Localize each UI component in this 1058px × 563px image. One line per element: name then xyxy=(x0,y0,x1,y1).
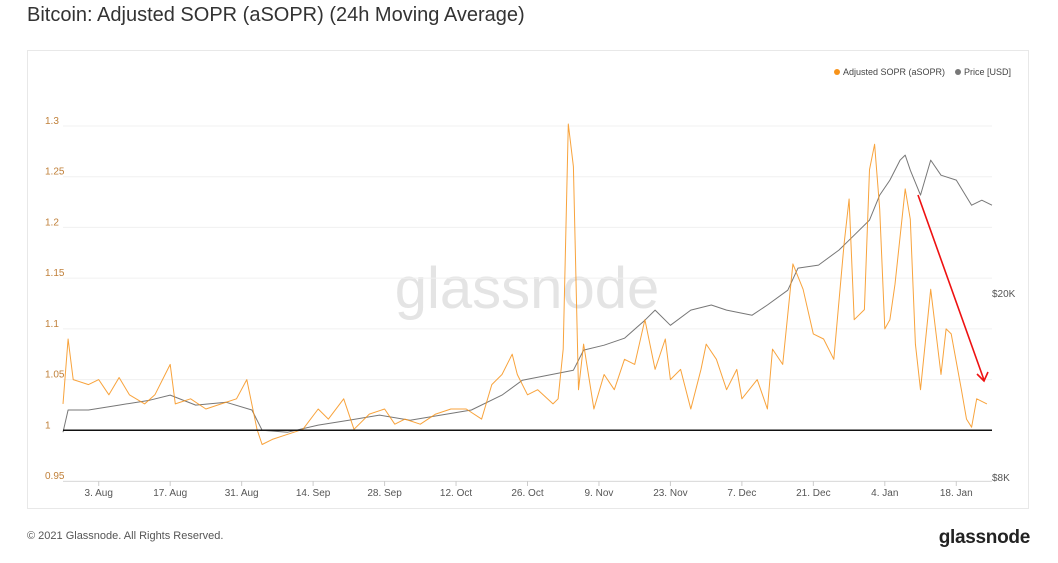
y-left-tick-label: 1.3 xyxy=(45,116,59,127)
legend-marker xyxy=(834,69,840,75)
x-tick-label: 28. Sep xyxy=(367,488,402,499)
y-left-tick-label: 0.95 xyxy=(45,471,65,482)
glassnode-logo[interactable]: glassnode xyxy=(938,527,1031,548)
x-tick-label: 3. Aug xyxy=(85,488,113,499)
x-tick-label: 18. Jan xyxy=(940,488,973,499)
x-tick-label: 14. Sep xyxy=(296,488,331,499)
x-tick-label: 7. Dec xyxy=(727,488,756,499)
y-left-tick-label: 1.1 xyxy=(45,319,59,330)
y-left-tick-label: 1.05 xyxy=(45,370,65,381)
copyright-footer: © 2021 Glassnode. All Rights Reserved. xyxy=(27,530,224,542)
x-tick-label: 17. Aug xyxy=(153,488,187,499)
watermark: glassnode xyxy=(395,256,659,321)
y-left-tick-label: 1.2 xyxy=(45,217,59,228)
x-tick-label: 9. Nov xyxy=(585,488,614,499)
annotation-arrow xyxy=(917,194,989,383)
x-tick-label: 21. Dec xyxy=(796,488,830,499)
legend-entry[interactable]: Adjusted SOPR (aSOPR) xyxy=(843,67,945,77)
y-right-tick-label: $20K xyxy=(992,289,1016,300)
page-title: Bitcoin: Adjusted SOPR (aSOPR) (24h Movi… xyxy=(27,4,525,26)
x-tick-label: 23. Nov xyxy=(653,488,687,499)
y-left-tick-label: 1 xyxy=(45,420,51,431)
chart-card xyxy=(27,50,1029,509)
y-left-tick-label: 1.15 xyxy=(45,268,65,279)
x-tick-label: 12. Oct xyxy=(440,488,472,499)
sopr-series-line xyxy=(62,123,988,445)
legend-marker xyxy=(955,69,961,75)
x-tick-label: 31. Aug xyxy=(225,488,259,499)
y-left-tick-label: 1.25 xyxy=(45,167,65,178)
legend-entry[interactable]: Price [USD] xyxy=(964,67,1011,77)
y-right-tick-label: $8K xyxy=(992,473,1010,484)
x-tick-label: 4. Jan xyxy=(871,488,898,499)
x-tick-label: 26. Oct xyxy=(511,488,543,499)
